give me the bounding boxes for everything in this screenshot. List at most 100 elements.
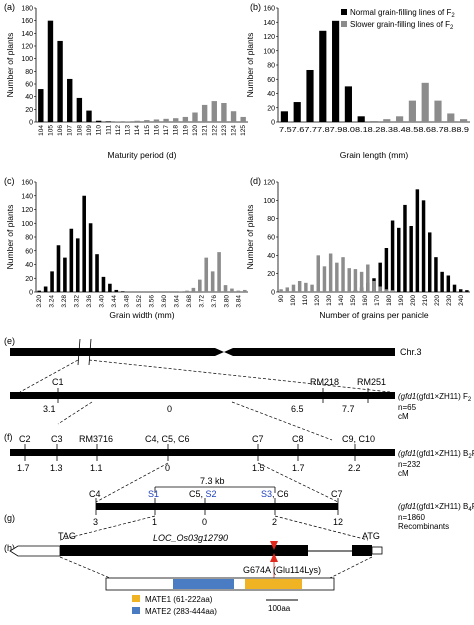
y-tick-label: 180	[21, 6, 33, 13]
x-tick-label: 118	[173, 125, 180, 136]
marker-g-c4: C4	[89, 489, 101, 499]
bar-normal	[82, 195, 86, 292]
x-tick-label: 3.64	[173, 295, 180, 308]
bar-slower	[408, 100, 416, 122]
bar-slower	[328, 253, 333, 292]
x-tick-label: 190	[398, 295, 405, 306]
bar-slower	[210, 271, 215, 292]
x-tick-label: 130	[326, 295, 333, 306]
y-tick-label: 60	[267, 235, 275, 242]
bar-slower	[236, 290, 241, 292]
y-tick-label: 100	[263, 198, 275, 205]
bar-normal	[421, 200, 426, 292]
legend-mate1: MATE1 (61-222aa)	[145, 595, 213, 604]
recomb-g-4: 2	[272, 517, 277, 527]
zoom-dash-f-right	[231, 401, 333, 441]
atg-label: ATG	[362, 531, 380, 541]
x-tick-label: 220	[434, 295, 441, 306]
chart-panel-d: (d) 0 20 40 60 80 100 120 Number of plants 90 100 1…	[245, 176, 470, 320]
panel-f: (f) C2 C3 RM3716 C4, C5, C6 C7 C8 C9, C1…	[4, 432, 474, 478]
distance-f-4: 0	[165, 463, 170, 473]
y-tick-label: 160	[21, 18, 33, 25]
recomb-g-2: 1	[152, 517, 157, 527]
x-tick-label: 3.36	[86, 295, 93, 308]
bar-slower	[153, 119, 160, 122]
x-tick-label: 110	[96, 125, 103, 136]
bar-normal	[105, 121, 111, 122]
bar-normal	[428, 232, 432, 292]
bar-normal	[332, 20, 340, 123]
bar-slower	[421, 82, 429, 122]
x-tick-label: 124	[231, 125, 238, 136]
x-tick-label: 108	[76, 125, 83, 136]
distance-f-3: 1.1	[90, 463, 103, 473]
marker-c4-c6: C4, C5, C6	[145, 434, 190, 444]
x-tick-label: 115	[144, 125, 151, 136]
zoom-dash-protein-left	[59, 556, 111, 579]
bar-slower	[221, 103, 227, 122]
b4f2-map-bar	[96, 503, 338, 510]
mutation-arrow-down	[270, 541, 278, 550]
x-tick-label: 105	[47, 125, 54, 136]
x-tick-label: 122	[211, 125, 218, 136]
bar-normal	[319, 30, 327, 122]
bar-slower	[341, 257, 345, 292]
y-tick-label: 0	[271, 290, 275, 297]
x-tick-label: 111	[105, 125, 112, 135]
sample-size-g: n=1860	[398, 513, 425, 522]
bar-normal	[43, 286, 48, 292]
bar-normal	[50, 271, 54, 292]
cds-exon-1	[60, 545, 308, 556]
x-tick-label: 200	[410, 295, 417, 306]
bar-slower	[173, 118, 179, 122]
x-tick-label: 114	[134, 125, 141, 136]
bar-normal	[120, 291, 125, 292]
bar-normal	[95, 254, 99, 292]
bar-slower	[310, 284, 314, 292]
y-tick-label: 120	[21, 207, 33, 214]
panel-e: (e) Chr.3 C1 RM218 RM251 3.1 0 6.5 7.7 (…	[4, 336, 472, 441]
bar-slower	[359, 271, 364, 292]
bar-normal	[306, 69, 314, 122]
chromosome-bar	[10, 348, 395, 356]
bar-slower	[223, 285, 228, 292]
bar-normal	[397, 227, 401, 292]
bar-slower	[191, 287, 196, 292]
bar-normal	[390, 220, 395, 292]
distance-f-6: 1.7	[292, 463, 305, 473]
bar-normal	[384, 248, 389, 292]
marker-g-c7: C7	[331, 489, 343, 499]
x-tick-label: 119	[182, 125, 189, 136]
x-tick-label: 3.48	[124, 295, 131, 308]
bar-slower	[124, 121, 131, 122]
y-tick-label: 100	[21, 56, 33, 63]
bar-slower	[178, 291, 183, 292]
y-tick-label: 0	[271, 120, 275, 127]
bar-slower	[447, 113, 455, 122]
y-tick-label: 160	[263, 6, 275, 13]
kb-label: 7.3 kb	[200, 476, 225, 486]
gene-label: LOC_Os03g12790	[153, 533, 228, 543]
y-tick-label: 80	[25, 69, 33, 76]
utr-3-arrow	[9, 545, 61, 557]
bar-normal	[37, 290, 42, 292]
y-tick-label: 60	[267, 77, 275, 84]
legend-swatch-mate1	[132, 595, 140, 602]
bar-normal	[56, 245, 61, 292]
bar-normal	[357, 116, 365, 122]
y-tick-label: 160	[21, 180, 33, 187]
bar-normal	[47, 20, 54, 123]
y-tick-label: 120	[263, 180, 275, 187]
x-tick-label: 3.24	[49, 295, 56, 308]
bar-slower	[316, 255, 320, 292]
x-tick-label: 150	[350, 295, 357, 306]
distance-f-5: 1.5	[252, 463, 265, 473]
population-e: (gfd1(gfd1×ZH11) F2	[398, 392, 472, 403]
bar-slower	[134, 120, 140, 122]
x-tick-label: 121	[202, 125, 209, 136]
y-tick-label: 140	[21, 31, 33, 38]
x-tick-label: 100	[290, 295, 297, 306]
bar-normal	[108, 283, 112, 292]
bar-slower	[383, 119, 391, 122]
y-tick-label: 100	[263, 48, 275, 55]
